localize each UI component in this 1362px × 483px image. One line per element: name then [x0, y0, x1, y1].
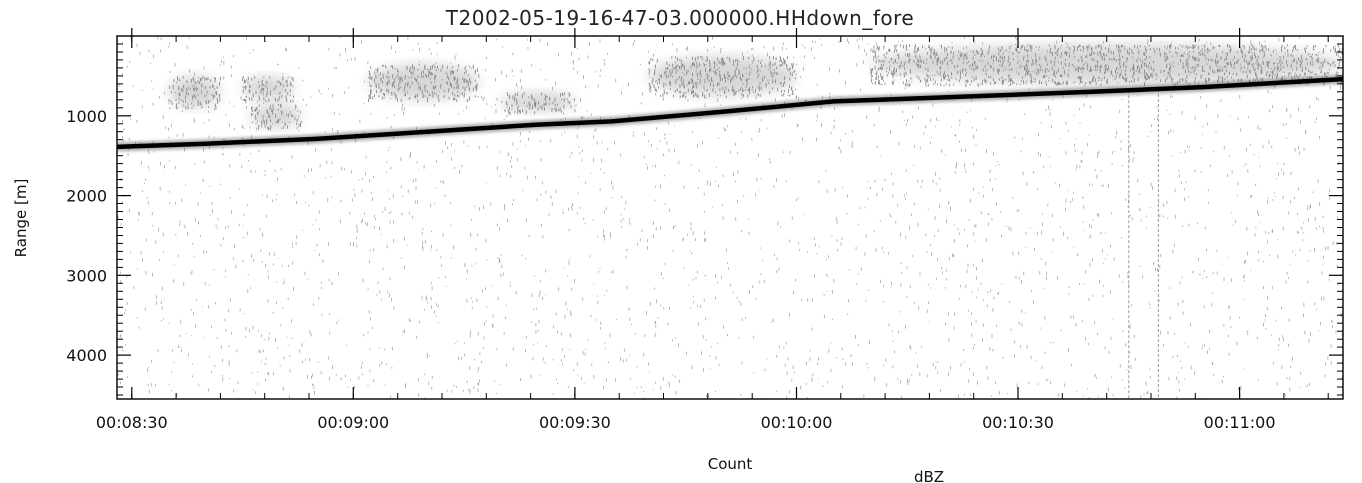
plot-background	[117, 36, 1343, 399]
surface-layer	[117, 74, 1343, 152]
echo-patch	[249, 103, 302, 131]
echo-patch	[368, 63, 480, 103]
y-axis: 1000 2000 3000 4000	[66, 43, 1343, 396]
noise-layer	[117, 36, 1343, 399]
echo-patch	[168, 75, 221, 111]
x-axis-label: Count	[708, 455, 753, 473]
chart-title: T2002-05-19-16-47-03.000000.HHdown_fore	[445, 6, 914, 30]
y-axis-label: Range [m]	[12, 179, 30, 258]
x-tick-label: 00:10:30	[982, 413, 1054, 432]
x-tick-label: 00:09:30	[539, 413, 611, 432]
y-tick-label: 2000	[66, 187, 107, 206]
surface-return-line	[117, 76, 1343, 150]
noise-speckle	[117, 36, 1343, 399]
y-tick-label: 4000	[66, 346, 107, 365]
x-axis: 00:08:30 00:09:00 00:09:30 00:10:00 00:10:30…	[96, 28, 1329, 432]
x-tick-label: 00:10:00	[761, 413, 833, 432]
echo-patch	[242, 75, 295, 104]
y-tick-label: 3000	[66, 266, 107, 285]
plot-frame	[116, 35, 1344, 400]
y-tick-label: 1000	[66, 107, 107, 126]
x-tick-label: 00:09:00	[317, 413, 389, 432]
echo-layer	[168, 44, 1343, 131]
colorbar-label: dBZ	[914, 468, 944, 483]
plot-area	[117, 36, 1343, 399]
x-tick-label: 00:11:00	[1204, 413, 1276, 432]
echo-patch	[501, 91, 576, 116]
x-tick-label: 00:08:30	[96, 413, 168, 432]
echo-patch	[648, 56, 797, 99]
artifact-layer	[1128, 89, 1159, 399]
